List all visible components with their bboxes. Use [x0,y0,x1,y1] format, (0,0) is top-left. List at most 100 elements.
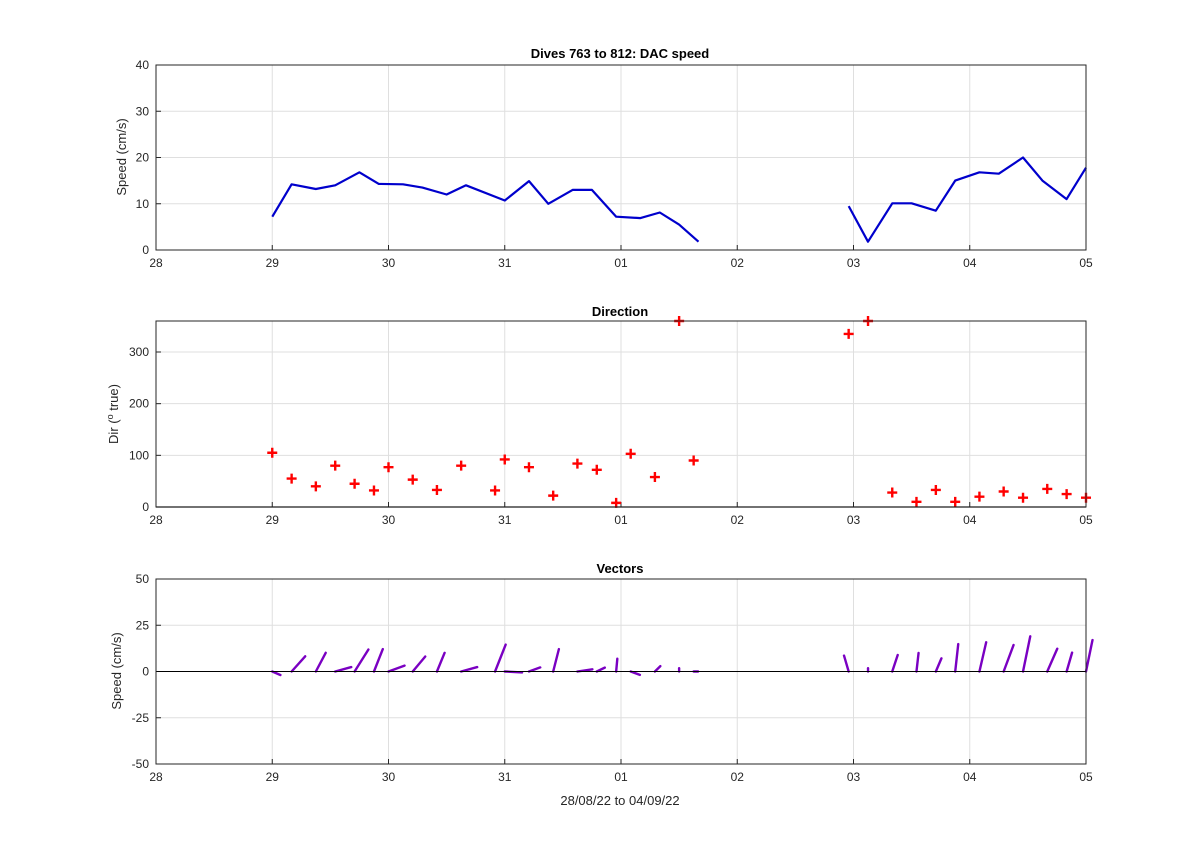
direction-y-tick-label: 100 [129,448,149,462]
direction-point [1018,492,1029,503]
speed-x-tick-label: 31 [498,256,512,270]
speed-x-tick-label: 30 [382,256,396,270]
vectors-y-axis-label: Speed (cm/s) [109,632,124,709]
vector-arrow [614,657,619,673]
speed-x-tick-label: 05 [1079,256,1093,270]
vector-arrow [411,655,427,673]
speed-y-tick-label: 20 [136,151,150,165]
direction-point [456,460,467,471]
speed-axes-frame [155,64,1087,251]
direction-x-tick-label: 30 [382,513,396,527]
speed-series-line-2 [847,156,1087,243]
vector-arrow [1046,647,1059,673]
vectors-x-tick-label: 30 [382,770,396,784]
direction-chart-title: Direction [592,304,648,319]
speed-x-tick-label: 28 [149,256,163,270]
vectors-y-tick-label: -50 [132,757,150,771]
vector-arrow [387,664,406,673]
direction-point [330,460,341,471]
speed-series-line-1 [271,171,700,243]
direction-point [998,486,1009,497]
direction-x-tick-label: 04 [963,513,977,527]
direction-point [625,448,636,459]
direction-point [407,474,418,485]
direction-point [887,487,898,498]
vectors-x-tick-label: 03 [847,770,861,784]
direction-x-tick-label: 03 [847,513,861,527]
direction-x-tick-label: 28 [149,513,163,527]
vectors-y-tick-label: 50 [136,572,150,586]
vector-arrow [934,657,943,673]
direction-point [267,447,278,458]
vectors-y-tick-label: 25 [136,618,150,632]
direction-point [843,328,854,339]
speed-x-tick-label: 29 [266,256,280,270]
direction-point [649,472,660,483]
speed-x-tick-label: 02 [731,256,745,270]
direction-point [286,473,297,484]
speed-panel: Dives 763 to 812: DAC speed Speed (cm/s)… [114,46,1093,270]
direction-point [572,458,583,469]
direction-y-tick-label: 200 [129,397,149,411]
vector-arrow [915,651,920,673]
vector-arrow [1065,651,1074,673]
speed-y-tick-label: 0 [142,243,149,257]
vector-arrow [653,664,662,673]
vector-arrow [290,655,307,673]
direction-point [523,462,534,473]
direction-point [930,484,941,495]
direction-x-tick-label: 29 [266,513,280,527]
direction-x-tick-label: 05 [1079,513,1093,527]
vector-arrow [842,654,850,673]
vectors-x-tick-label: 28 [149,770,163,784]
vector-arrow [1002,643,1015,673]
vectors-x-tick-label: 04 [963,770,977,784]
vector-arrow [629,670,642,677]
speed-x-tick-label: 03 [847,256,861,270]
direction-point [911,496,922,507]
speed-x-tick-label: 01 [614,256,628,270]
direction-point [499,454,510,465]
vector-arrow [1021,635,1032,673]
vector-arrow [551,647,561,673]
vector-arrow [527,666,542,673]
vectors-x-axis-label: 28/08/22 to 04/09/22 [560,793,679,808]
vectors-chart-title: Vectors [597,561,644,576]
direction-point [490,485,501,496]
vector-arrow [314,651,327,673]
vector-arrow [435,651,446,673]
vector-arrow [459,665,479,673]
vectors-x-tick-label: 31 [498,770,512,784]
direction-point [950,496,961,507]
speed-y-tick-label: 10 [136,197,150,211]
speed-y-axis-label: Speed (cm/s) [114,118,129,195]
direction-y-axis-label-end: true) [106,384,121,414]
direction-point [688,455,699,466]
direction-x-tick-label: 02 [731,513,745,527]
direction-y-axis-label-degree: o [105,414,115,419]
vectors-y-tick-label: 0 [142,665,149,679]
direction-point [349,478,360,489]
speed-y-tick-label: 40 [136,58,150,72]
direction-point [591,464,602,475]
direction-y-tick-label: 300 [129,345,149,359]
vectors-x-tick-label: 05 [1079,770,1093,784]
speed-x-tick-label: 04 [963,256,977,270]
vectors-x-tick-label: 02 [731,770,745,784]
direction-point [383,462,394,473]
direction-point [548,490,559,501]
vector-arrow [978,641,988,673]
vector-arrow [891,653,899,673]
vector-arrow [493,643,507,673]
vector-arrow [334,665,353,673]
vector-arrow [595,666,607,673]
vectors-y-tick-label: -25 [132,711,150,725]
direction-point [310,481,321,492]
vectors-x-tick-label: 29 [266,770,280,784]
direction-y-tick-label: 0 [142,500,149,514]
vector-arrow [1084,638,1094,673]
vectors-axes-frame [155,578,1087,765]
direction-point [1042,483,1053,494]
speed-y-tick-label: 30 [136,104,150,118]
direction-point [368,485,379,496]
